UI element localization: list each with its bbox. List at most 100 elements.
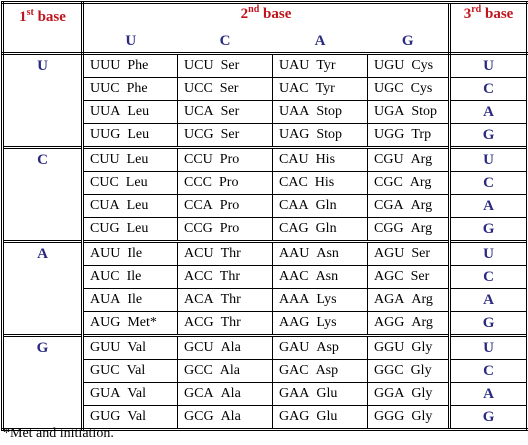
codon-cell: GAG Glu <box>272 405 368 431</box>
codon-cell: CCG Pro <box>177 217 273 242</box>
codon: GUA <box>90 386 121 401</box>
codon-cell: CAU His <box>272 146 368 172</box>
codon-row: AUC Ile ACC Thr AAC Asn AGC Ser C <box>3 265 528 289</box>
codon: AGC <box>374 269 404 284</box>
header-row: 1st base 2nd base 3rd base <box>1 1 528 55</box>
amino-acid: Gln <box>315 198 337 213</box>
codon: UUA <box>90 104 121 119</box>
codon: UCC <box>184 81 213 96</box>
amino-acid: His <box>314 175 335 190</box>
third-base-letter: G <box>448 405 528 431</box>
codon-cell: GUA Val <box>82 382 178 406</box>
codon: ACU <box>184 246 214 261</box>
codon-cell: UCA Ser <box>177 100 273 124</box>
amino-acid: Ala <box>219 363 241 378</box>
amino-acid: Ser <box>219 81 239 96</box>
second-base-letter: G <box>367 30 452 55</box>
codon-row: CUC Leu CCC Pro CAC His CGC Arg C <box>3 171 528 195</box>
codon: GGC <box>374 363 404 378</box>
codon-cell: CGU Arg <box>366 146 451 172</box>
codon: UUU <box>90 58 121 73</box>
codon: CCC <box>184 175 213 190</box>
amino-acid: Ile <box>127 292 143 307</box>
amino-acid: Arg <box>411 315 433 330</box>
codon: AAG <box>279 315 310 330</box>
codon-cell: ACA Thr <box>177 288 273 312</box>
third-base-letter: U <box>448 334 528 360</box>
amino-acid: Stop <box>411 104 438 119</box>
amino-acid: Ser <box>411 246 431 261</box>
codon-row: GUA Val GCA Ala GAA Glu GGA Gly A <box>3 382 528 406</box>
amino-acid: Lys <box>316 315 337 330</box>
codon-cell: GCA Ala <box>177 382 273 406</box>
codon-cell: CGC Arg <box>366 171 451 195</box>
codon: UGA <box>374 104 405 119</box>
third-base-header: 3rd base <box>448 1 528 55</box>
codon-cell: GGG Gly <box>366 405 451 431</box>
amino-acid: Arg <box>411 292 433 307</box>
codon: UGU <box>374 58 405 73</box>
third-base-letter: U <box>448 146 528 172</box>
codon: GCU <box>184 340 214 355</box>
codon-cell: AUC Ile <box>82 265 178 289</box>
codon-cell: UGG Trp <box>366 123 451 148</box>
header-number: 1 <box>19 9 27 25</box>
header-superscript: rd <box>471 4 482 15</box>
third-base-letter: G <box>448 311 528 336</box>
codon-cell: GGU Gly <box>366 334 451 360</box>
codon-cell: GAC Asp <box>272 359 368 383</box>
amino-acid: Pro <box>219 221 240 236</box>
codon: GUC <box>90 363 120 378</box>
codon: AGG <box>374 315 405 330</box>
codon-cell: UAA Stop <box>272 100 368 124</box>
codon: CGG <box>374 221 404 236</box>
header-superscript: st <box>26 7 34 18</box>
codon-cell: CGA Arg <box>366 194 451 218</box>
codon-cell: UUU Phe <box>82 52 178 78</box>
header-label: base <box>484 6 514 22</box>
third-base-letter: U <box>448 240 528 266</box>
codon-cell: CCC Pro <box>177 171 273 195</box>
first-base-letter: A <box>1 240 84 336</box>
amino-acid: Ile <box>126 269 142 284</box>
second-base-header: 2nd base <box>81 1 451 30</box>
amino-acid: Ala <box>220 409 241 424</box>
codon: GUG <box>90 409 121 424</box>
codon-cell: CGG Arg <box>366 217 451 242</box>
amino-acid: Gly <box>411 340 433 355</box>
codon-cell: GUG Val <box>82 405 178 431</box>
codon-row: C CUU Leu CCU Pro CAU His CGU Arg U <box>1 146 528 242</box>
codon-cell: AAA Lys <box>272 288 368 312</box>
codon: AUC <box>90 269 120 284</box>
amino-acid: Arg <box>410 221 433 236</box>
codon-cell: GCC Ala <box>177 359 273 383</box>
third-base-letter: A <box>448 288 528 312</box>
amino-acid: Leu <box>126 198 149 213</box>
codon: UAG <box>279 127 310 142</box>
codon-cell: UUC Phe <box>82 77 178 101</box>
amino-acid: Ser <box>220 104 240 119</box>
amino-acid: Gly <box>410 363 432 378</box>
codon: UCA <box>184 104 214 119</box>
codon-cell: GAU Asp <box>272 334 368 360</box>
codon: CGU <box>374 152 404 167</box>
amino-acid: Leu <box>125 175 148 190</box>
codon: CAG <box>279 221 309 236</box>
codon: GAU <box>279 340 310 355</box>
codon: GGA <box>374 386 405 401</box>
codon: AAA <box>279 292 310 307</box>
codon-cell: AGC Ser <box>366 265 451 289</box>
first-base-letter: C <box>1 146 84 242</box>
amino-acid: Thr <box>220 315 241 330</box>
third-base-letter: A <box>448 382 528 406</box>
codon-cell: UGA Stop <box>366 100 451 124</box>
codon: UUC <box>90 81 120 96</box>
codon-cell: CUA Leu <box>82 194 178 218</box>
codon: UGG <box>374 127 405 142</box>
codon-cell: GUC Val <box>82 359 178 383</box>
amino-acid: Asp <box>316 340 339 355</box>
amino-acid: Lys <box>316 292 337 307</box>
second-base-letter: U <box>81 30 178 55</box>
codon-cell: GGC Gly <box>366 359 451 383</box>
footnote: *Met and initiation. <box>3 426 114 441</box>
